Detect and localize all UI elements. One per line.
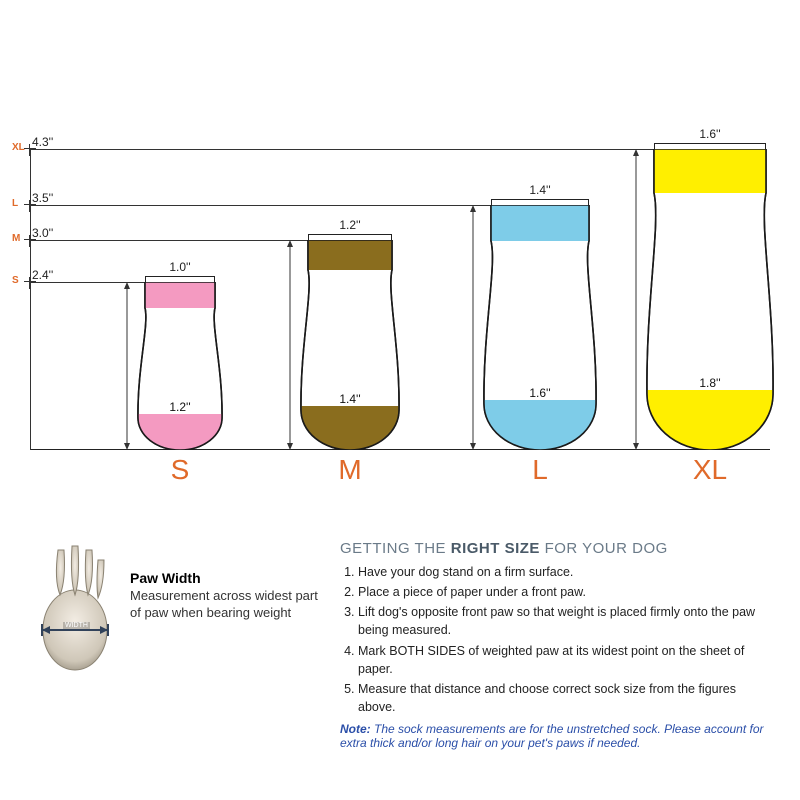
- heading-pre: GETTING THE: [340, 540, 451, 557]
- top-width-label: 1.6'': [699, 127, 720, 141]
- top-width-bracket: [145, 276, 215, 282]
- instructions-steps: Have your dog stand on a firm surface. Pl…: [340, 563, 770, 716]
- height-arrow-m: [285, 240, 295, 450]
- height-arrow-l: [468, 205, 478, 450]
- height-label: 3.5'': [32, 191, 53, 205]
- size-letter: L: [532, 454, 548, 486]
- instructions-heading: GETTING THE RIGHT SIZE FOR YOUR DOG: [340, 540, 770, 557]
- instructions-panel: GETTING THE RIGHT SIZE FOR YOUR DOG Have…: [340, 540, 770, 750]
- sock-xl: 1.6'' 1.8''XL: [643, 149, 777, 450]
- note-prefix: Note:: [340, 722, 374, 736]
- bottom-width-label: 1.6'': [529, 386, 550, 400]
- top-width-label: 1.4'': [529, 183, 550, 197]
- height-label: 4.3'': [32, 135, 53, 149]
- bottom-width-label: 1.4'': [339, 392, 360, 406]
- sock-m: 1.2'' 1.4''M: [297, 240, 403, 450]
- instructions-note: Note: The sock measurements are for the …: [340, 722, 770, 750]
- bottom-width-label: 1.2'': [169, 400, 190, 414]
- height-label: 3.0'': [32, 226, 53, 240]
- top-width-label: 1.0'': [169, 260, 190, 274]
- height-size-tag: XL: [12, 142, 25, 153]
- size-letter: XL: [693, 454, 727, 486]
- height-arrow-s: [122, 282, 132, 450]
- height-arrow-xl: [631, 149, 641, 450]
- size-chart: XL4.3''L3.5''M3.0''S2.4'' 1.0'' 1.2''S1.…: [30, 90, 770, 490]
- paw-icon: WIDTH: [30, 540, 120, 680]
- paw-width-tag: WIDTH: [63, 622, 90, 629]
- paw-width-panel: WIDTH Paw Width Measurement across wides…: [30, 540, 320, 750]
- paw-width-title: Paw Width: [130, 570, 320, 586]
- bottom-width-label: 1.8'': [699, 376, 720, 390]
- instruction-step: Measure that distance and choose correct…: [358, 680, 770, 716]
- top-width-bracket: [491, 199, 589, 205]
- instruction-step: Mark BOTH SIDES of weighted paw at its w…: [358, 642, 770, 678]
- top-width-bracket: [654, 143, 766, 149]
- size-letter: S: [171, 454, 190, 486]
- heading-bold: RIGHT SIZE: [451, 540, 540, 557]
- instructions-section: WIDTH Paw Width Measurement across wides…: [30, 540, 770, 750]
- instruction-step: Lift dog's opposite front paw so that we…: [358, 603, 770, 639]
- instruction-step: Have your dog stand on a firm surface.: [358, 563, 770, 581]
- sock-s: 1.0'' 1.2''S: [134, 282, 226, 450]
- note-body: The sock measurements are for the unstre…: [340, 722, 764, 750]
- height-size-tag: M: [12, 233, 20, 244]
- height-label: 2.4'': [32, 268, 53, 282]
- paw-width-text: Measurement across widest part of paw wh…: [130, 588, 320, 622]
- top-width-label: 1.2'': [339, 218, 360, 232]
- top-width-bracket: [308, 234, 392, 240]
- instruction-step: Place a piece of paper under a front paw…: [358, 583, 770, 601]
- left-axis: [30, 149, 31, 450]
- heading-post: FOR YOUR DOG: [540, 540, 668, 557]
- height-size-tag: S: [12, 275, 19, 286]
- size-letter: M: [338, 454, 361, 486]
- sock-l: 1.4'' 1.6''L: [480, 205, 600, 450]
- height-size-tag: L: [12, 198, 18, 209]
